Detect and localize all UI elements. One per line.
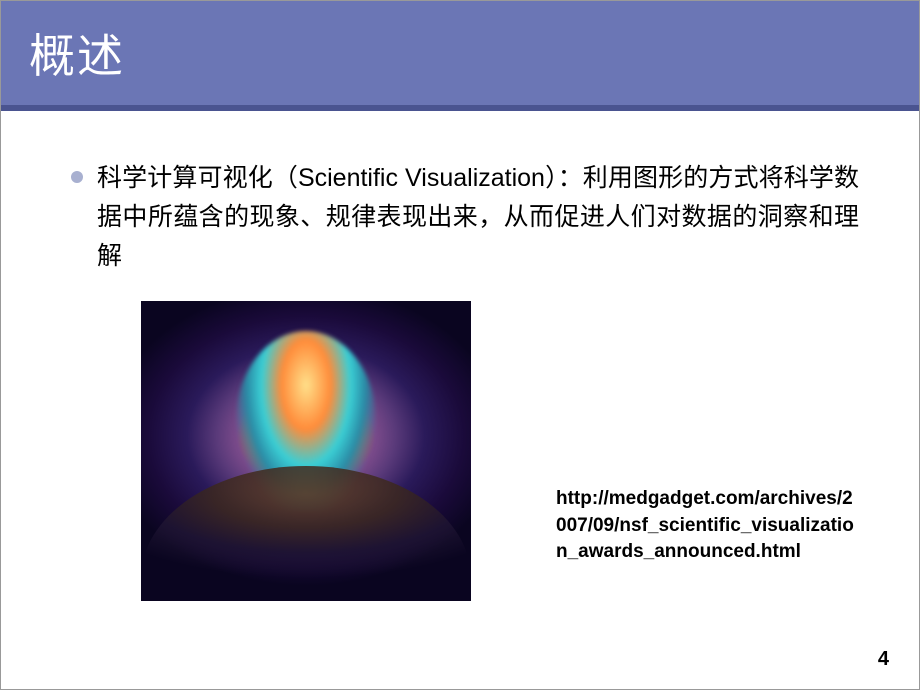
visualization-image bbox=[141, 301, 471, 601]
page-number: 4 bbox=[878, 648, 889, 671]
slide-title: 概述 bbox=[29, 20, 125, 86]
slide-container: 概述 科学计算可视化（Scientific Visualization）：利用图… bbox=[0, 0, 920, 690]
image-caption-url: http://medgadget.com/archives/2007/09/ns… bbox=[556, 486, 862, 566]
title-bar: 概述 bbox=[1, 1, 919, 111]
bullet-dot-icon bbox=[71, 171, 83, 183]
content-area: 科学计算可视化（Scientific Visualization）：利用图形的方… bbox=[1, 111, 919, 275]
bullet-item: 科学计算可视化（Scientific Visualization）：利用图形的方… bbox=[71, 159, 859, 275]
bullet-text: 科学计算可视化（Scientific Visualization）：利用图形的方… bbox=[97, 159, 859, 275]
